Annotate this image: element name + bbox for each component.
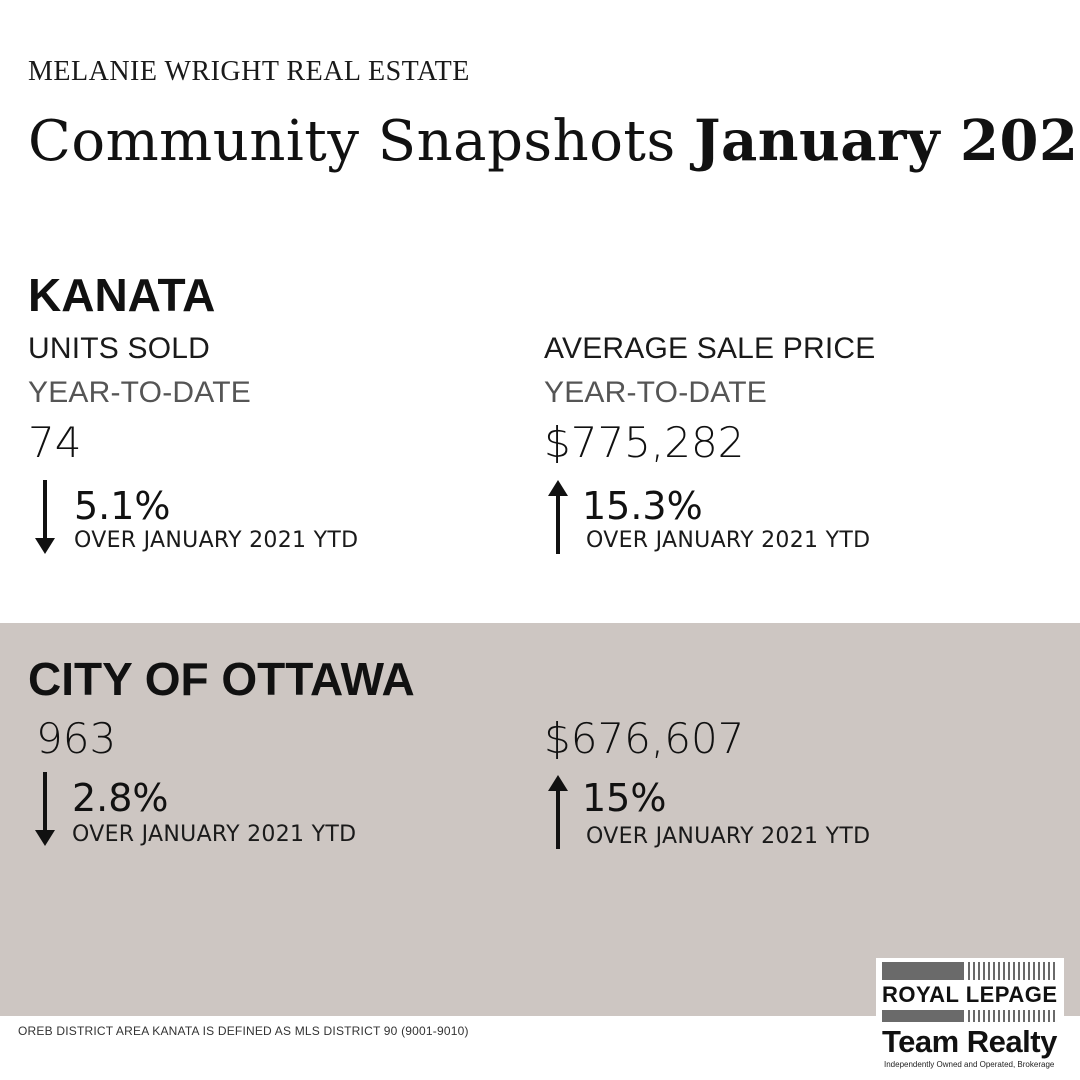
ottawa-heading: CITY OF OTTAWA <box>28 653 415 705</box>
logo-stripes-icon <box>882 1010 1055 1022</box>
ottawa-section-background <box>0 623 1080 1016</box>
ottawa-price-change: 15% <box>582 776 667 820</box>
ottawa-price-comparison: OVER JANUARY 2021 YTD <box>586 824 871 849</box>
title-regular: Community Snapshots <box>28 109 676 174</box>
ottawa-units-change: 2.8% <box>72 776 169 820</box>
kanata-units-label: UNITS SOLD <box>28 332 211 365</box>
ottawa-price-value: $676,607 <box>544 714 745 763</box>
kanata-units-value: 74 <box>28 418 82 467</box>
brand-name: MELANIE WRIGHT REAL ESTATE <box>28 56 470 87</box>
kanata-units-sublabel: YEAR-TO-DATE <box>28 376 251 409</box>
logo-stripes-icon <box>882 962 1055 980</box>
footnote: OREB DISTRICT AREA KANATA IS DEFINED AS … <box>18 1024 469 1038</box>
down-arrow-icon <box>35 772 55 846</box>
kanata-price-change: 15.3% <box>582 484 703 528</box>
kanata-price-value: $775,282 <box>544 418 745 467</box>
logo-tagline: Independently Owned and Operated, Broker… <box>884 1060 1055 1069</box>
kanata-units-comparison: OVER JANUARY 2021 YTD <box>74 528 359 553</box>
ottawa-units-value: 963 <box>36 714 117 763</box>
down-arrow-icon <box>35 480 55 554</box>
logo-team-realty: Team Realty <box>882 1024 1057 1059</box>
kanata-price-comparison: OVER JANUARY 2021 YTD <box>586 528 871 553</box>
logo-royal-lepage: ROYAL LEPAGE <box>882 982 1058 1007</box>
royal-lepage-logo: ROYAL LEPAGE Team Realty Independently O… <box>876 958 1064 1074</box>
kanata-heading: KANATA <box>28 269 216 321</box>
page-title: Community Snapshots January 2022 <box>28 108 1080 174</box>
kanata-price-label: AVERAGE SALE PRICE <box>544 332 876 365</box>
kanata-price-sublabel: YEAR-TO-DATE <box>544 376 767 409</box>
up-arrow-icon <box>548 480 568 554</box>
kanata-units-change: 5.1% <box>74 484 171 528</box>
ottawa-units-comparison: OVER JANUARY 2021 YTD <box>72 822 357 847</box>
title-date: January 2022 <box>694 108 1080 174</box>
up-arrow-icon <box>548 775 568 849</box>
